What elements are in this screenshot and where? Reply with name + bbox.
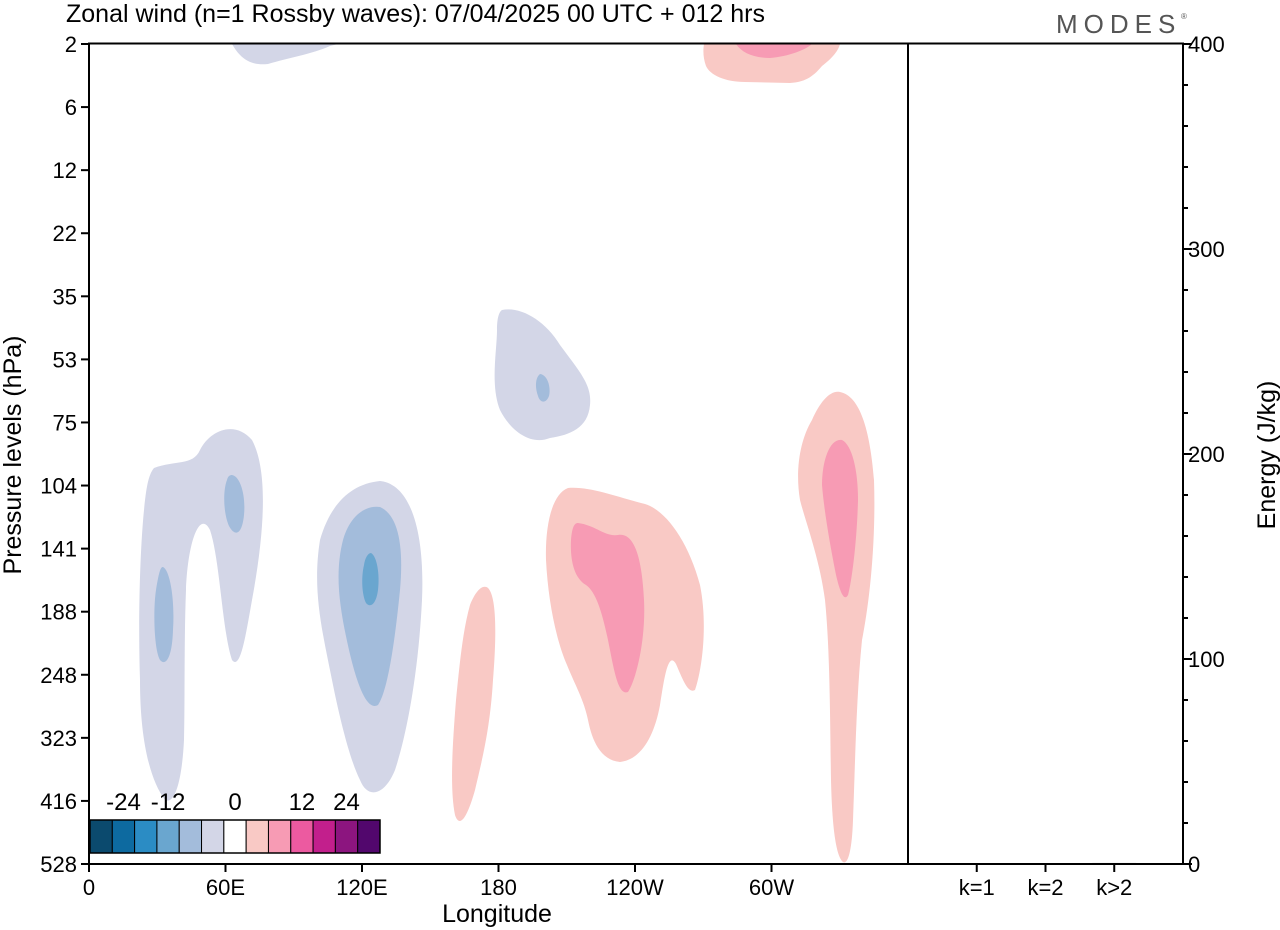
y-axis-left: 2 6 12 22 35 53 75 104 141 188 248 323 416 528 bbox=[40, 32, 89, 877]
energy-bars: k=1 k=2 k>2 bbox=[959, 862, 1137, 900]
y-tick-label: 248 bbox=[40, 663, 77, 688]
colorbar-swatch bbox=[201, 819, 225, 854]
colorbar-ticks: -24 -12 0 12 24 bbox=[106, 789, 360, 816]
colorbar-swatch bbox=[290, 819, 314, 854]
x-tick-label: 180 bbox=[480, 875, 517, 900]
colorbar-swatch bbox=[223, 819, 247, 854]
colorbar-legend: -24 -12 0 12 24 bbox=[89, 789, 381, 854]
y-axis-label: Pressure levels (hPa) bbox=[0, 336, 27, 575]
colorbar-swatch bbox=[334, 819, 359, 854]
y-axis-right-label: Energy (J/kg) bbox=[1253, 381, 1280, 530]
y-tick-label: 35 bbox=[53, 284, 77, 309]
colorbar-swatches bbox=[89, 819, 381, 854]
colorbar-swatch bbox=[312, 819, 336, 854]
y-tick-label: 75 bbox=[53, 410, 77, 435]
y-tick-label: 323 bbox=[40, 726, 77, 751]
x-tick-label: 0 bbox=[83, 875, 95, 900]
y-tick-label: 104 bbox=[40, 474, 77, 499]
colorbar-swatch bbox=[245, 819, 269, 854]
energy-category-label: k>2 bbox=[1096, 875, 1132, 900]
contour-pos-left bbox=[452, 586, 496, 821]
chart-title: Zonal wind (n=1 Rossby waves): 07/04/202… bbox=[66, 0, 765, 28]
contour-neg-mid-inner bbox=[362, 553, 379, 606]
energy-tick-label: 0 bbox=[1188, 852, 1200, 877]
colorbar-swatch bbox=[134, 819, 158, 854]
y-tick-label: 2 bbox=[65, 32, 77, 57]
energy-bar bbox=[1092, 862, 1137, 864]
colorbar-tick-label: -24 bbox=[106, 789, 141, 816]
contour-pos-right-inner bbox=[822, 439, 858, 598]
y-tick-label: 22 bbox=[53, 221, 77, 246]
colorbar-swatch bbox=[89, 819, 113, 854]
contour-neg-top bbox=[232, 44, 338, 65]
x-axis-label: Longitude bbox=[442, 900, 552, 928]
x-tick-label: 120W bbox=[606, 875, 664, 900]
y-tick-label: 53 bbox=[53, 347, 77, 372]
energy-tick-label: 100 bbox=[1188, 647, 1225, 672]
contour-neg-upper-outer bbox=[494, 309, 591, 441]
colorbar-tick-label: 0 bbox=[228, 789, 241, 816]
contour-pos-top-inner bbox=[736, 44, 812, 58]
contour-neg-left-inner-1 bbox=[154, 566, 174, 663]
brand-logo: MODES bbox=[1056, 9, 1181, 39]
energy-tick-label: 300 bbox=[1188, 237, 1225, 262]
contour-neg-left-inner-2 bbox=[224, 475, 245, 533]
x-axis: 0 60E 120E 180 120W 60W bbox=[83, 864, 794, 900]
y-tick-label: 141 bbox=[40, 537, 77, 562]
colorbar-swatch bbox=[267, 819, 292, 854]
y-tick-label: 6 bbox=[65, 95, 77, 120]
colorbar-tick-label: 24 bbox=[333, 789, 360, 816]
contour-neg-upper-inner bbox=[535, 374, 550, 402]
colorbar-tick-label: -12 bbox=[151, 789, 186, 816]
energy-tick-label: 200 bbox=[1188, 442, 1225, 467]
contour-pos-top-outer bbox=[703, 44, 840, 83]
colorbar-swatch bbox=[111, 819, 136, 854]
x-tick-label: 60W bbox=[749, 875, 794, 900]
y-tick-label: 188 bbox=[40, 600, 77, 625]
y-tick-label: 528 bbox=[40, 852, 77, 877]
contour-neg-mid-mid bbox=[338, 506, 402, 706]
x-tick-label: 60E bbox=[206, 875, 245, 900]
y-tick-label: 416 bbox=[40, 789, 77, 814]
energy-category-label: k=2 bbox=[1027, 875, 1063, 900]
colorbar-tick-label: 12 bbox=[289, 789, 316, 816]
energy-tick-label: 400 bbox=[1188, 32, 1225, 57]
contour-pos-center-inner bbox=[570, 523, 645, 693]
contour-field bbox=[139, 44, 875, 863]
y-tick-label: 12 bbox=[53, 158, 77, 183]
colorbar-swatch bbox=[178, 819, 203, 854]
colorbar-swatch bbox=[357, 819, 381, 854]
x-tick-label: 120E bbox=[336, 875, 387, 900]
colorbar-swatch bbox=[156, 819, 180, 854]
energy-category-label: k=1 bbox=[959, 875, 995, 900]
y-axis-right: 0 100 200 300 400 bbox=[1183, 32, 1225, 877]
colorbar-frame bbox=[89, 819, 381, 854]
brand-logo-mark: ® bbox=[1181, 12, 1187, 21]
